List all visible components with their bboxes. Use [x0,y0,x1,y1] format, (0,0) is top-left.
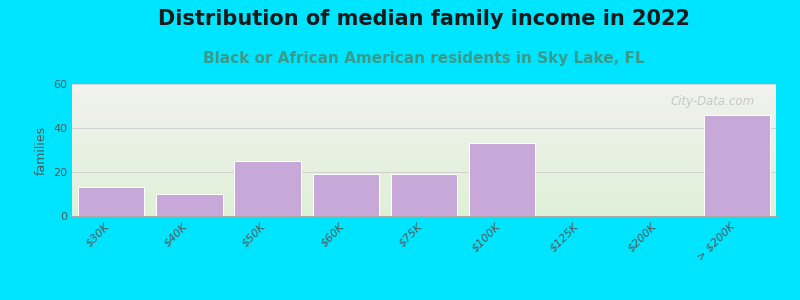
Bar [390,174,458,216]
Bar [78,188,144,216]
Text: Black or African American residents in Sky Lake, FL: Black or African American residents in S… [203,51,645,66]
Bar [313,174,379,216]
Bar [469,143,535,216]
Text: City-Data.com: City-Data.com [670,94,755,108]
Text: Distribution of median family income in 2022: Distribution of median family income in … [158,9,690,29]
Bar [704,115,770,216]
Bar [156,194,222,216]
Y-axis label: families: families [34,125,47,175]
Bar [234,161,301,216]
